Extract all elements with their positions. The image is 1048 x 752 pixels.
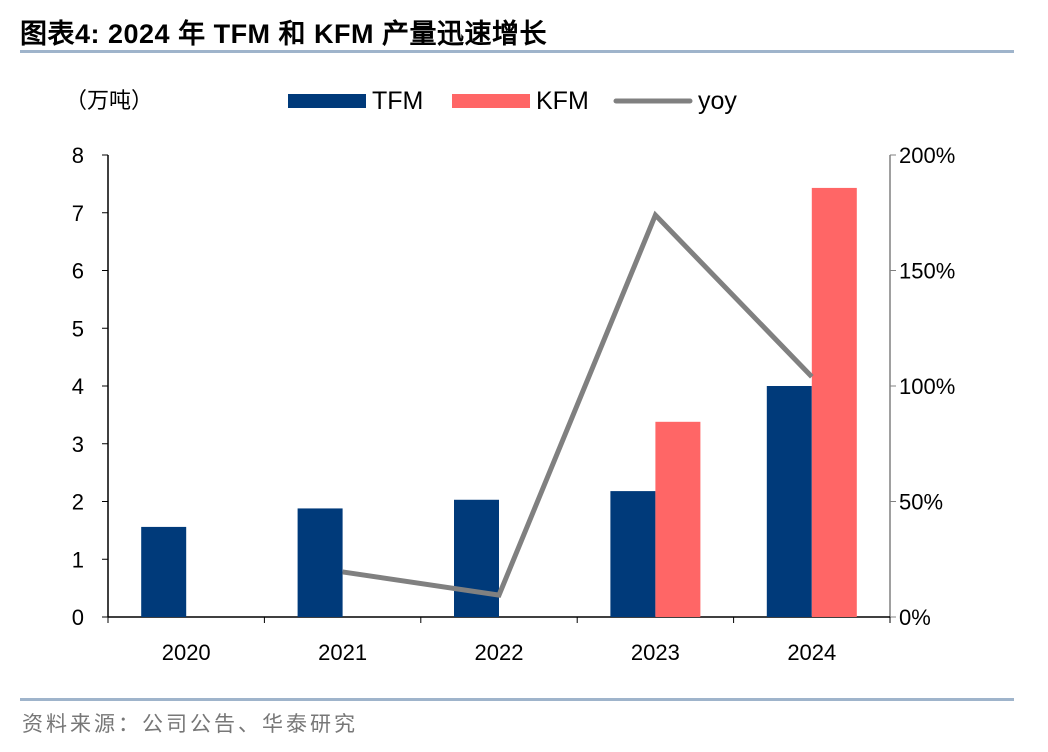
bar-kfm-2023 bbox=[655, 421, 701, 617]
x-tick-label: 2020 bbox=[162, 640, 211, 665]
right-tick-label: 100% bbox=[899, 374, 955, 399]
legend-swatch-kfm bbox=[452, 94, 530, 108]
x-tick-label: 2024 bbox=[787, 640, 836, 665]
right-tick-label: 200% bbox=[899, 143, 955, 168]
legend-label-yoy: yoy bbox=[698, 87, 737, 115]
bar-tfm-2021 bbox=[297, 508, 343, 617]
right-tick-label: 0% bbox=[899, 605, 931, 630]
bar-tfm-2020 bbox=[141, 526, 187, 617]
bar-kfm-2024 bbox=[811, 187, 857, 618]
legend-label-kfm: KFM bbox=[536, 87, 589, 115]
x-tick-label: 2023 bbox=[631, 640, 680, 665]
yoy-line bbox=[342, 210, 814, 598]
left-tick-label: 6 bbox=[72, 259, 84, 284]
bar-tfm-2022 bbox=[454, 499, 499, 617]
x-tick-label: 2022 bbox=[475, 640, 524, 665]
x-tick-label: 2021 bbox=[318, 640, 367, 665]
footer-divider bbox=[20, 698, 1014, 701]
left-tick-label: 7 bbox=[72, 201, 84, 226]
bar-tfm-2023 bbox=[610, 491, 656, 617]
left-tick-label: 5 bbox=[72, 316, 84, 341]
right-tick-label: 50% bbox=[899, 490, 943, 515]
left-tick-label: 4 bbox=[72, 374, 84, 399]
title-divider bbox=[20, 50, 1014, 53]
legend-swatch-tfm bbox=[288, 94, 366, 108]
left-tick-label: 1 bbox=[72, 547, 84, 572]
unit-label: （万吨） bbox=[65, 88, 153, 113]
left-tick-label: 3 bbox=[72, 432, 84, 457]
right-tick-label: 150% bbox=[899, 259, 955, 284]
left-tick-label: 2 bbox=[72, 490, 84, 515]
left-tick-label: 8 bbox=[72, 143, 84, 168]
left-tick-label: 0 bbox=[72, 605, 84, 630]
legend-label-tfm: TFM bbox=[372, 87, 423, 115]
bar-tfm-2024 bbox=[766, 386, 812, 617]
source-note: 资料来源：公司公告、华泰研究 bbox=[22, 712, 358, 736]
chart-title: 图表4: 2024 年 TFM 和 KFM 产量迅速增长 bbox=[20, 19, 548, 49]
